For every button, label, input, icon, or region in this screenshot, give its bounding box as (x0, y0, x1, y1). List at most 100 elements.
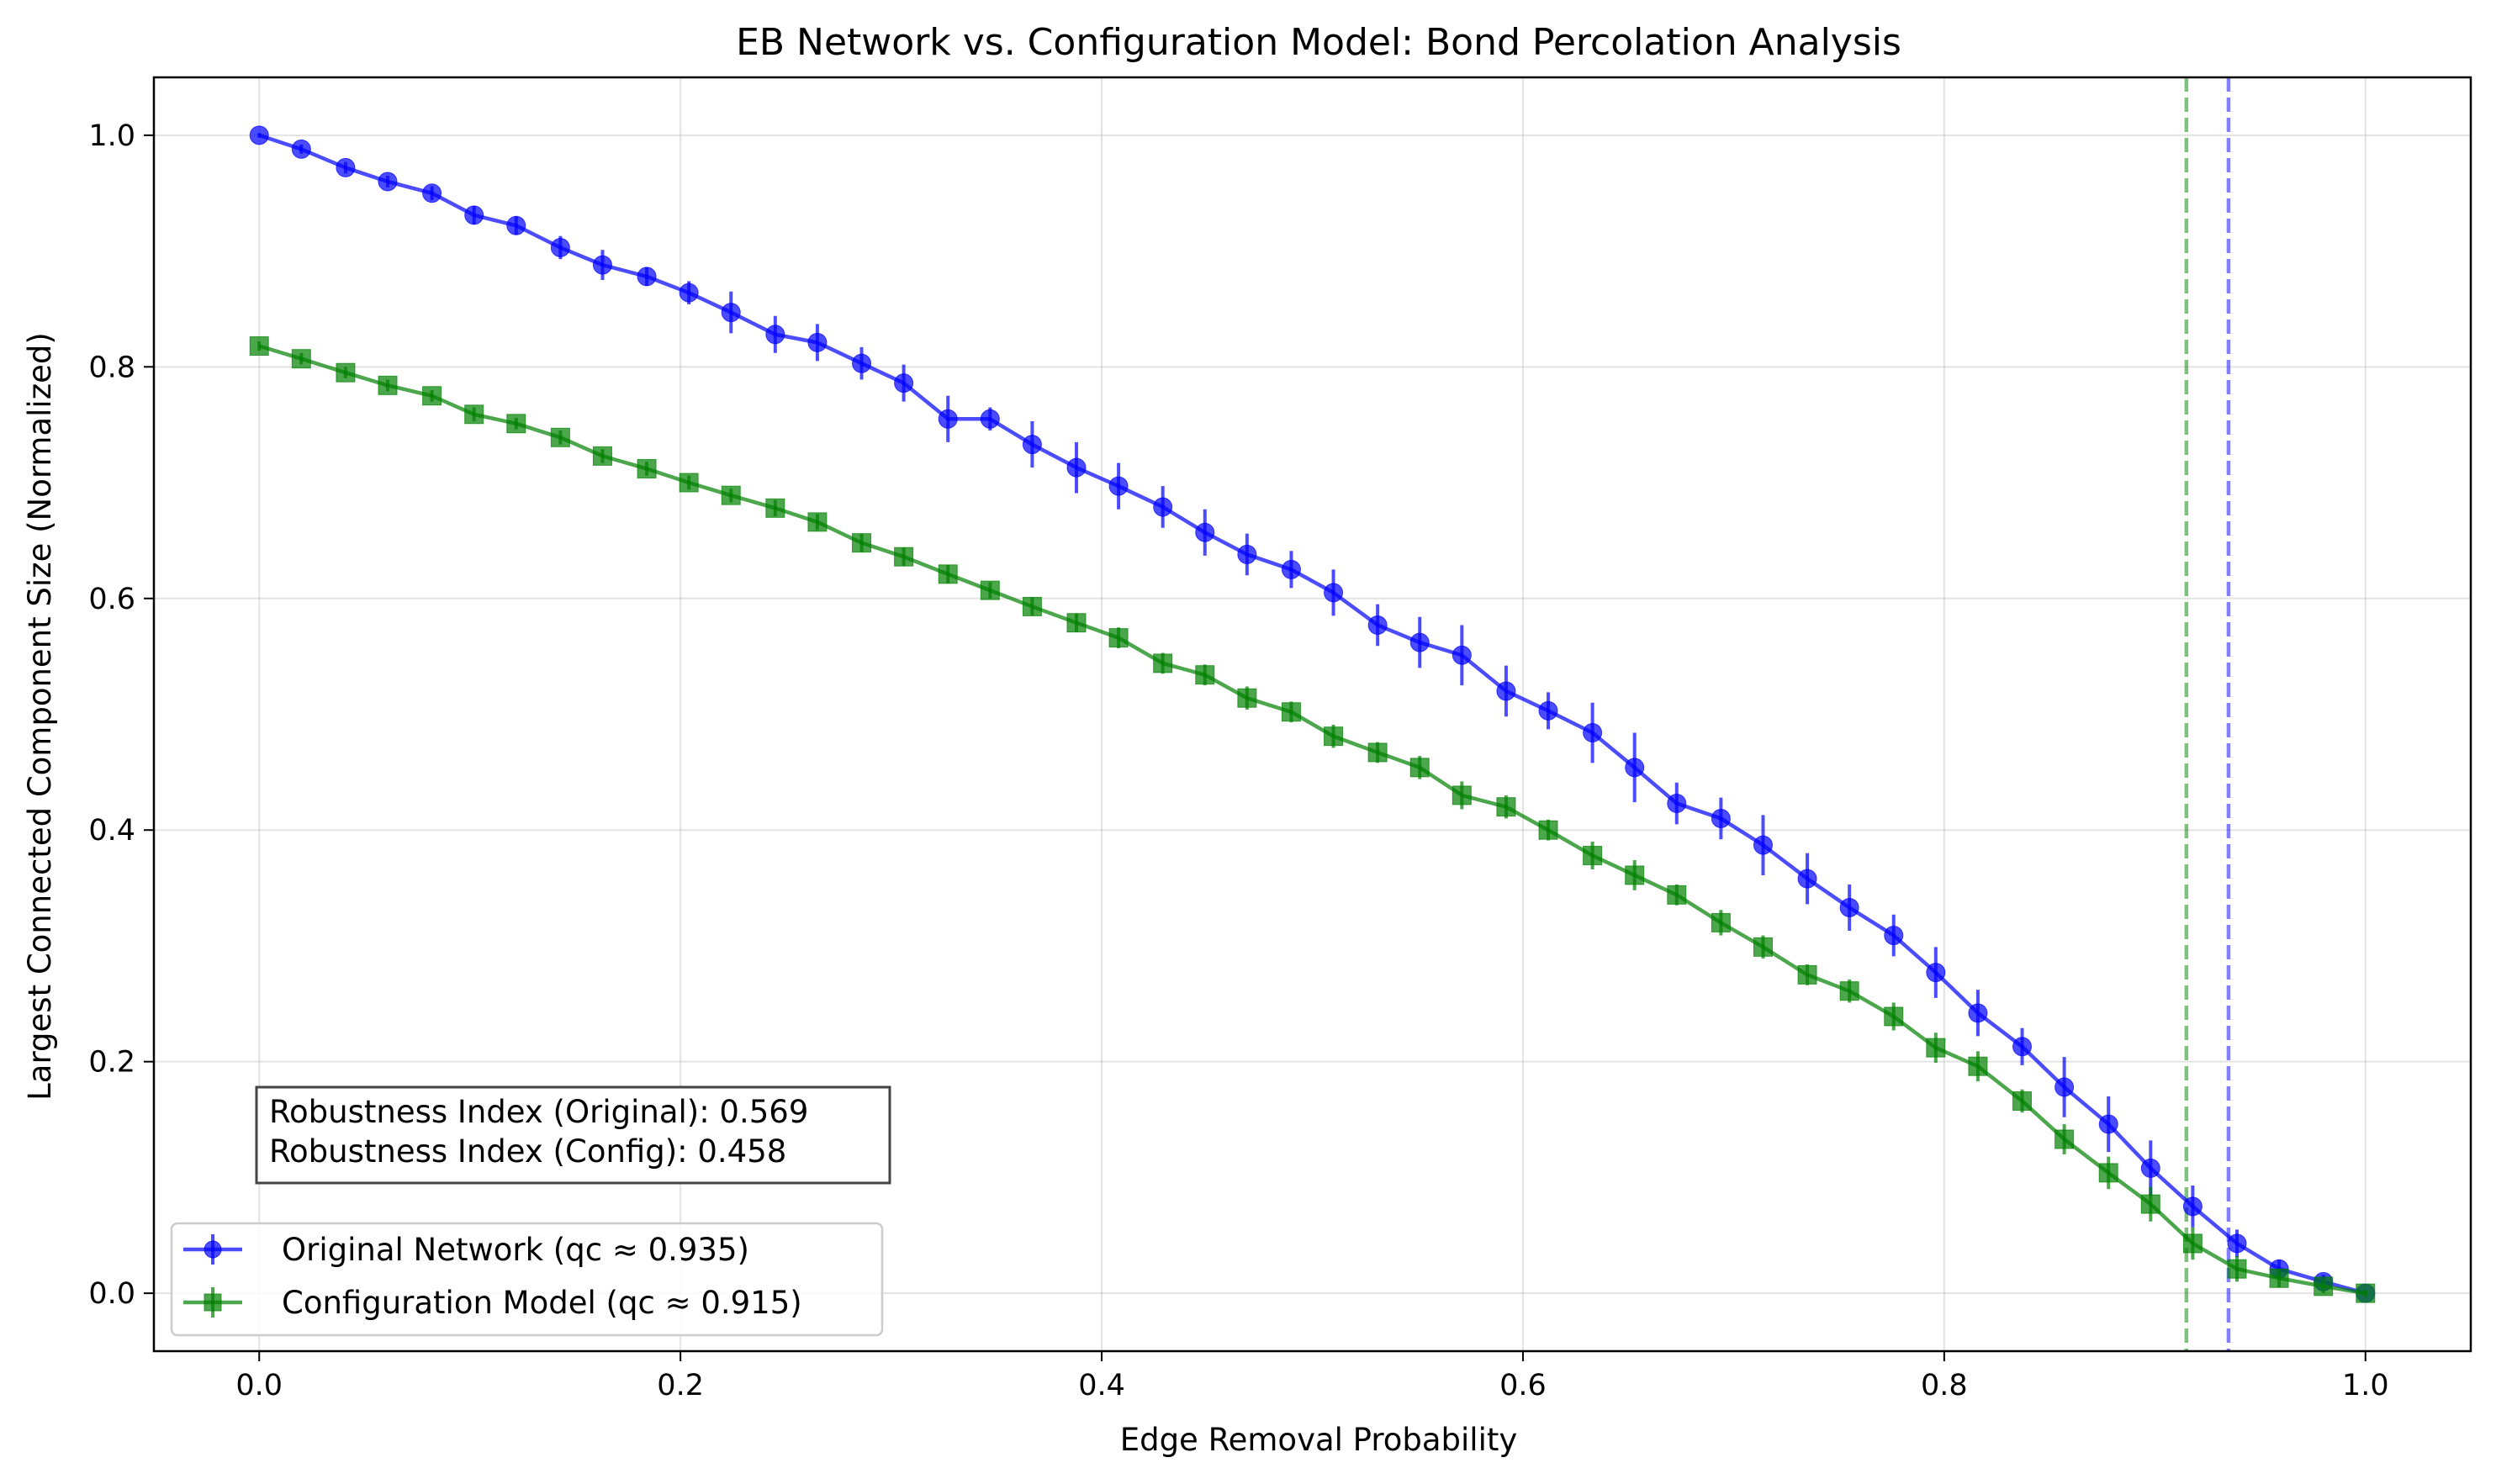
data-point (765, 325, 785, 345)
data-point (852, 533, 872, 553)
data-point (2182, 1233, 2203, 1254)
data-point (1066, 613, 1087, 633)
axes-frame (152, 76, 2472, 1353)
data-point (1839, 898, 1859, 918)
data-point (2054, 1077, 2075, 1097)
robustness-annotation: Robustness Index (Original): 0.569 Robus… (255, 1085, 891, 1185)
data-point (592, 446, 612, 466)
data-point (980, 580, 1000, 600)
data-point (2314, 1276, 2334, 1297)
data-point (1797, 964, 1817, 985)
data-point (1667, 794, 1687, 814)
data-point (1583, 846, 1603, 866)
legend-label-config: Configuration Model (qc ≈ 0.915) (282, 1285, 802, 1321)
data-point (1711, 912, 1731, 932)
data-point (679, 473, 699, 493)
data-point (894, 547, 914, 567)
data-point (637, 267, 657, 287)
series-configuration-model (249, 336, 2376, 1303)
data-point (2269, 1268, 2289, 1288)
legend-entry-original: Original Network (qc ≈ 0.935) (183, 1232, 749, 1268)
data-point (1237, 544, 1257, 564)
series-original-network (249, 125, 2376, 1303)
data-point (938, 409, 958, 429)
data-point (1153, 497, 1173, 517)
data-point (291, 139, 311, 159)
data-point (464, 404, 484, 425)
data-point (1968, 1003, 1988, 1023)
data-point (2227, 1259, 2247, 1279)
data-point (938, 564, 958, 584)
legend-entry-config: Configuration Model (qc ≈ 0.915) (183, 1285, 802, 1321)
y-tick-label: 1.0 (88, 119, 135, 153)
data-point (1367, 615, 1388, 635)
legend-label-original: Original Network (qc ≈ 0.935) (282, 1232, 749, 1268)
data-point (422, 183, 442, 203)
legend-marker-circle (204, 1240, 222, 1259)
data-point (1452, 645, 1472, 665)
y-tick-label: 0.8 (88, 351, 135, 384)
data-point (1281, 702, 1301, 722)
data-point (1108, 476, 1129, 496)
data-point (1195, 665, 1215, 685)
axis-ticks: 0.0 0.2 0.4 0.6 0.8 1.0 0.0 0.2 0.4 0.6 0.8 1.0 (88, 119, 2388, 1402)
data-point (679, 283, 699, 303)
data-point (336, 362, 356, 383)
data-point (1884, 1006, 1904, 1027)
data-point (1583, 723, 1603, 743)
data-point (2227, 1233, 2247, 1254)
x-tick-label: 0.0 (235, 1369, 283, 1402)
x-tick-label: 0.8 (1921, 1369, 1968, 1402)
data-point (2054, 1129, 2075, 1149)
data-point (1625, 865, 1645, 885)
data-point (1496, 797, 1516, 817)
legend-box (170, 1222, 884, 1337)
annotation-box (255, 1085, 891, 1185)
data-point (1496, 681, 1516, 701)
data-point (336, 157, 356, 177)
data-point (1108, 628, 1129, 648)
data-point (1667, 885, 1687, 905)
data-point (249, 125, 269, 145)
data-point (1926, 1038, 1946, 1058)
x-axis-label: Edge Removal Probability (1120, 1422, 1518, 1458)
data-point (807, 332, 828, 352)
critical-threshold-lines (2184, 77, 2231, 1351)
data-point (2356, 1283, 2376, 1303)
data-point (1926, 963, 1946, 983)
data-point (291, 349, 311, 369)
annotation-line-config: Robustness Index (Config): 0.458 (269, 1133, 786, 1170)
plot-series (249, 125, 2376, 1303)
data-point (1022, 596, 1042, 616)
data-point (2098, 1114, 2118, 1134)
data-point (1324, 583, 1344, 603)
data-point (506, 215, 526, 235)
x-tick-label: 0.2 (657, 1369, 704, 1402)
data-point (721, 303, 741, 323)
data-point (2012, 1091, 2033, 1112)
y-tick-label: 0.0 (88, 1277, 135, 1311)
data-point (592, 255, 612, 275)
y-axis-label: Largest Connected Component Size (Normal… (22, 332, 58, 1101)
data-point (378, 375, 398, 395)
data-point (1153, 653, 1173, 673)
annotation-line-original: Robustness Index (Original): 0.569 (269, 1094, 808, 1130)
data-point (2098, 1163, 2118, 1183)
data-point (550, 237, 570, 257)
data-point (1839, 981, 1859, 1001)
data-point (1324, 726, 1344, 747)
data-point (1066, 457, 1087, 478)
data-point (980, 409, 1000, 429)
legend: Original Network (qc ≈ 0.935) Configurat… (170, 1222, 884, 1337)
data-point (1753, 937, 1773, 957)
data-point (721, 485, 741, 505)
data-point (1022, 435, 1042, 455)
y-tick-label: 0.2 (88, 1046, 135, 1080)
data-point (1409, 632, 1430, 652)
legend-marker-square (204, 1293, 222, 1312)
data-point (422, 386, 442, 406)
x-tick-label: 0.6 (1499, 1369, 1547, 1402)
data-point (1968, 1056, 1988, 1076)
data-point (1538, 700, 1558, 721)
